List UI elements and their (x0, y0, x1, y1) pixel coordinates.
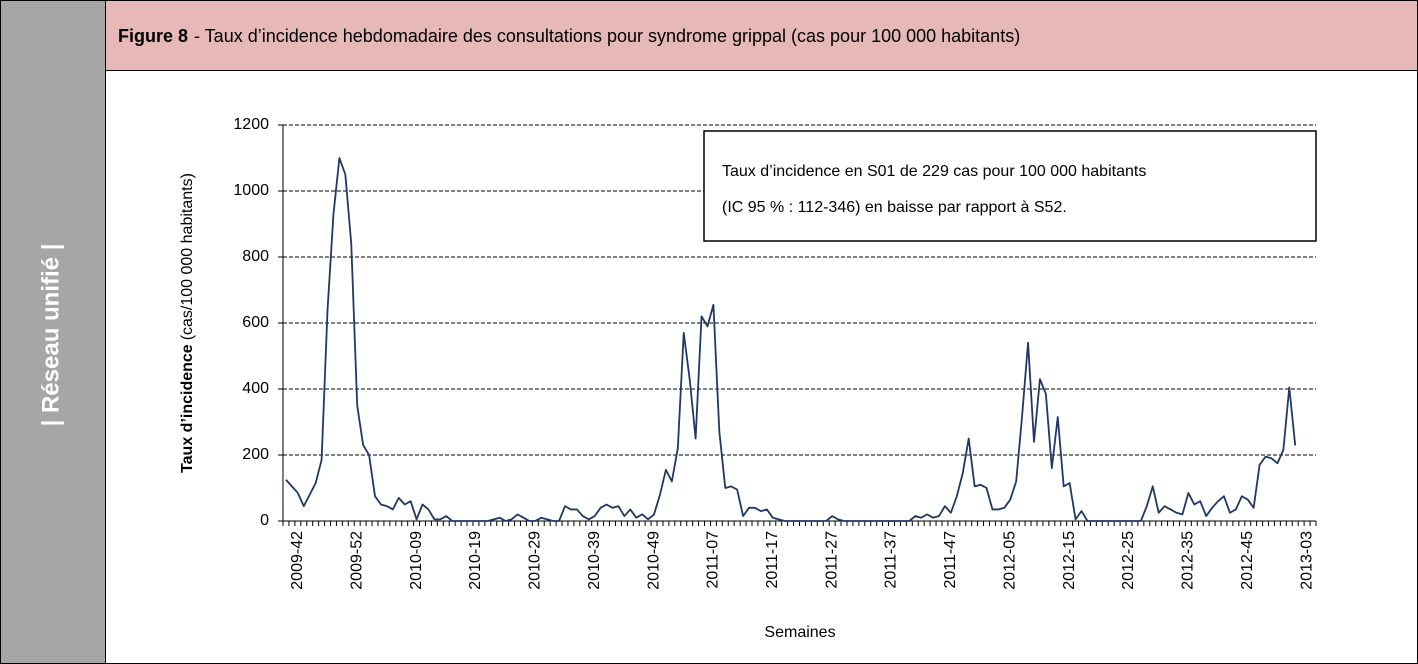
sidebar-band (0, 0, 106, 664)
x-tick-label: 2011-17 (764, 531, 781, 589)
y-label-unit: (cas/100 000 habitants) (179, 173, 196, 340)
figure-label: Figure 8 (118, 26, 188, 46)
annotation-line: Taux d’incidence en S01 de 229 cas pour … (722, 163, 1146, 180)
y-tick-label: 0 (260, 512, 269, 529)
y-tick-label: 1000 (233, 182, 269, 199)
x-tick-label: 2011-37 (883, 531, 900, 589)
x-axis-label: Semaines (764, 624, 835, 641)
x-tick-label: 2010-09 (408, 531, 425, 590)
x-tick-label: 2009-42 (289, 531, 306, 590)
x-tick-label: 2012-45 (1239, 531, 1256, 590)
x-tick-label: 2012-25 (1120, 531, 1137, 590)
x-tick-label: 2011-07 (705, 531, 722, 589)
y-tick-label: 1200 (233, 116, 269, 133)
annotation-line: (IC 95 % : 112-346) en baisse par rappor… (722, 199, 1067, 216)
x-tick-label: 2010-29 (527, 531, 544, 590)
y-tick-label: 400 (242, 380, 269, 397)
x-tick-label: 2011-27 (823, 531, 840, 589)
x-tick-label: 2012-35 (1180, 531, 1197, 590)
x-tick-label: 2012-05 (1001, 531, 1018, 590)
x-tick-label: 2010-49 (645, 531, 662, 590)
annotation-box (703, 130, 1317, 242)
y-label-main: Taux d’incidence (179, 344, 196, 473)
header-text: Figure 8 - Taux d’incidence hebdomadaire … (118, 26, 1020, 46)
y-tick-label: 200 (242, 446, 269, 463)
x-tick-label: 2010-39 (586, 531, 603, 590)
sidebar-title: | Réseau unifié | (37, 244, 64, 427)
y-tick-label: 600 (242, 314, 269, 331)
y-axis-label: Taux d’incidence (cas/100 000 habitants) (179, 173, 196, 473)
y-tick-label: 800 (242, 248, 269, 265)
figure-title: - Taux d’incidence hebdomadaire des cons… (194, 26, 1020, 46)
x-tick-label: 2009-52 (348, 531, 365, 590)
header-band (105, 0, 1418, 71)
x-tick-label: 2010-19 (467, 531, 484, 590)
x-tick-label: 2013-03 (1298, 531, 1315, 590)
x-tick-label: 2011-47 (942, 531, 959, 589)
data-line (285, 157, 1297, 522)
x-tick-label: 2012-15 (1061, 531, 1078, 590)
